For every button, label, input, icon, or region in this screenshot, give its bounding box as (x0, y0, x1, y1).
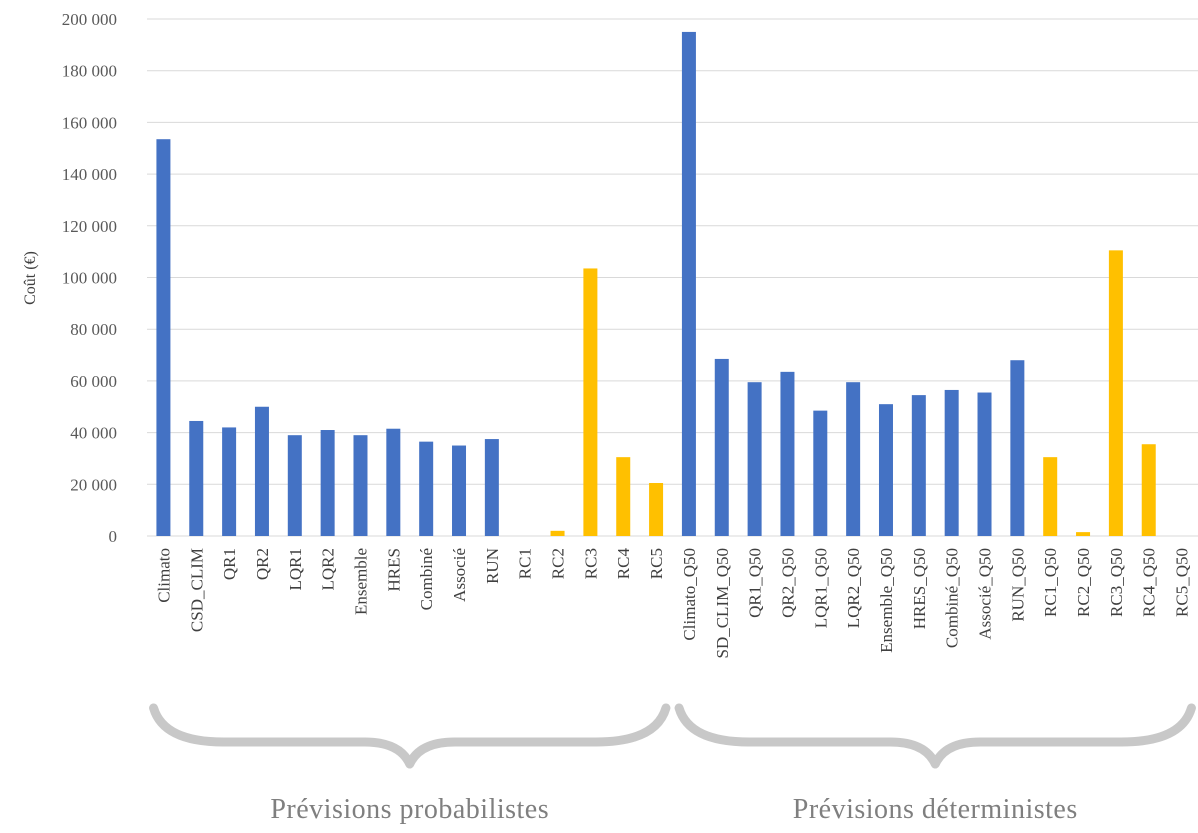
x-tick-label: HRES_Q50 (910, 548, 929, 629)
bar (714, 358, 729, 536)
y-tick-label: 80 000 (70, 320, 117, 339)
bar (254, 406, 269, 536)
bar (616, 457, 631, 536)
x-tick-label: LQR2 (319, 548, 338, 591)
bar (944, 389, 959, 536)
bar (320, 430, 335, 536)
bar (649, 483, 664, 536)
y-tick-label: 200 000 (62, 10, 117, 29)
bar (419, 441, 434, 536)
x-tick-label: SD_CLIM_Q50 (713, 548, 732, 659)
bar (780, 371, 795, 536)
group-brace (149, 703, 671, 769)
bar (846, 382, 861, 536)
x-tick-label: RC5_Q50 (1173, 548, 1192, 617)
bar (977, 392, 992, 536)
y-axis-label: Coût (€) (22, 251, 39, 305)
bar (583, 268, 598, 536)
x-tick-label: RC3 (581, 548, 600, 579)
x-tick-label: RC1_Q50 (1041, 548, 1060, 617)
x-tick-label: QR2_Q50 (778, 548, 797, 618)
bar (1076, 532, 1091, 536)
bar (386, 428, 401, 536)
bar (222, 427, 237, 536)
x-tick-label: Associé (450, 548, 469, 602)
x-tick-label: CSD_CLIM (187, 548, 206, 632)
bar (1010, 360, 1025, 536)
x-tick-label: Ensemble_Q50 (877, 548, 896, 653)
y-tick-label: 60 000 (70, 372, 117, 391)
bar (287, 435, 302, 536)
x-tick-label: Climato (154, 548, 173, 603)
y-tick-label: 180 000 (62, 62, 117, 81)
bar (156, 139, 171, 536)
gridlines (147, 18, 1198, 537)
group-labels: Prévisions probabilistes Prévisions déter… (270, 794, 1077, 825)
bar (1043, 457, 1058, 536)
y-tick-label: 40 000 (70, 424, 117, 443)
y-tick-label: 140 000 (62, 165, 117, 184)
bar (813, 410, 828, 536)
y-tick-label: 160 000 (62, 113, 117, 132)
y-tick-label: 120 000 (62, 217, 117, 236)
x-tick-label: RC4 (614, 548, 633, 580)
bar (681, 31, 696, 537)
x-tick-label: LQR2_Q50 (844, 548, 863, 628)
x-tick-label: QR1_Q50 (746, 548, 765, 618)
group-label: Prévisions probabilistes (270, 794, 549, 825)
bars (156, 31, 1156, 537)
bar (878, 404, 893, 536)
x-tick-label: LQR1_Q50 (811, 548, 830, 628)
x-tick-label: HRES (384, 548, 403, 591)
x-tick-label: RUN_Q50 (1008, 548, 1027, 622)
bar (1141, 444, 1156, 536)
x-tick-label: QR2 (253, 548, 272, 580)
bar (550, 530, 565, 536)
bar (189, 420, 204, 536)
bar (484, 439, 499, 536)
x-tick-label: QR1 (220, 548, 239, 580)
x-tick-label: Associé_Q50 (976, 548, 995, 640)
y-axis-tick-labels: 0 20 000 40 000 60 000 80 000 100 000 120 000 1… (62, 10, 117, 546)
x-tick-label: Combiné_Q50 (943, 548, 962, 648)
x-tick-label: Ensemble (351, 548, 370, 615)
group-braces (149, 703, 1196, 769)
x-tick-label: RC1 (516, 548, 535, 579)
bar (452, 445, 467, 536)
y-tick-label: 100 000 (62, 269, 117, 288)
x-tick-label: RC2 (549, 548, 568, 579)
x-tick-label: RUN (483, 548, 502, 584)
x-tick-label: Climato_Q50 (680, 548, 699, 641)
y-tick-label: 0 (109, 527, 118, 546)
x-tick-label: RC5 (647, 548, 666, 579)
bar (911, 395, 926, 536)
group-brace (674, 703, 1196, 769)
y-tick-label: 20 000 (70, 475, 117, 494)
x-tick-label: RC4_Q50 (1140, 548, 1159, 617)
x-tick-label: Combiné (417, 548, 436, 610)
bar (1108, 250, 1123, 537)
x-axis-category-labels: Climato CSD_CLIM QR1 QR2 LQR1 LQR2 Ensemble HRE… (154, 548, 1191, 659)
x-tick-label: RC3_Q50 (1107, 548, 1126, 617)
group-label: Prévisions déterministes (793, 794, 1078, 825)
x-tick-label: LQR1 (286, 548, 305, 591)
bar (353, 435, 368, 536)
x-tick-label: RC2_Q50 (1074, 548, 1093, 617)
bar (747, 382, 762, 536)
